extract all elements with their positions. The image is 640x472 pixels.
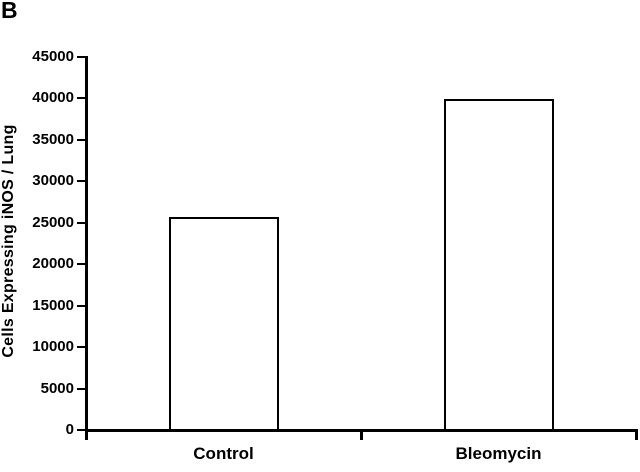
- y-tick-label: 45000: [32, 48, 74, 65]
- y-tick: [77, 429, 86, 431]
- x-tick: [84, 429, 88, 440]
- x-tick: [359, 429, 363, 440]
- y-tick: [77, 97, 86, 100]
- y-tick-label: 20000: [32, 255, 74, 273]
- y-tick-label: 15000: [32, 296, 74, 314]
- y-tick: [77, 138, 86, 141]
- y-tick: [77, 221, 86, 224]
- y-axis-line: [85, 56, 88, 440]
- bar-control: [168, 216, 279, 431]
- panel-label: B: [1, 0, 19, 23]
- y-tick-label: 40000: [32, 89, 74, 107]
- bar-bleomycin: [443, 99, 554, 431]
- x-category-label: Bleomycin: [455, 444, 542, 463]
- y-tick: [77, 304, 86, 307]
- y-tick-label: 35000: [32, 130, 74, 148]
- y-tick-label: 10000: [32, 338, 74, 356]
- y-tick-label: 5000: [40, 379, 74, 397]
- y-tick: [77, 346, 86, 349]
- x-category-label: Control: [193, 444, 254, 463]
- y-tick-label: 30000: [32, 172, 74, 190]
- y-tick: [77, 180, 86, 183]
- y-tick: [77, 56, 86, 58]
- y-tick-label: 0: [65, 421, 74, 438]
- y-tick: [77, 387, 86, 390]
- y-tick: [77, 263, 86, 266]
- x-tick: [634, 429, 638, 440]
- y-tick-label: 25000: [32, 213, 74, 231]
